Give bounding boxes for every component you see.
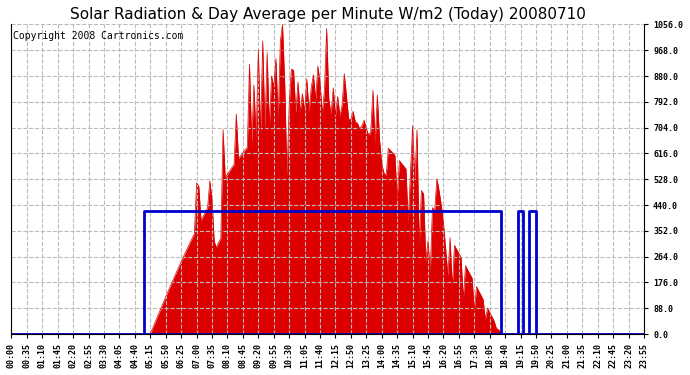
Title: Solar Radiation & Day Average per Minute W/m2 (Today) 20080710: Solar Radiation & Day Average per Minute… xyxy=(70,7,586,22)
Text: Copyright 2008 Cartronics.com: Copyright 2008 Cartronics.com xyxy=(12,31,183,41)
